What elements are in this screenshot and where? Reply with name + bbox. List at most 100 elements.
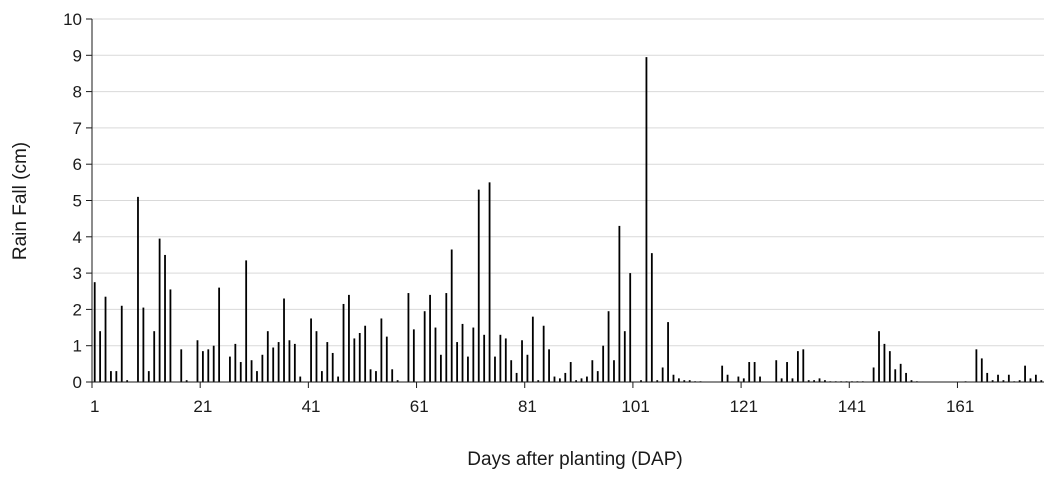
bar	[553, 376, 556, 382]
bar	[353, 338, 356, 382]
bar	[640, 380, 642, 382]
bars	[93, 57, 1043, 383]
bar	[169, 289, 172, 382]
bar	[802, 349, 805, 382]
bar	[1040, 380, 1043, 382]
bar	[472, 327, 475, 382]
bar	[456, 342, 459, 382]
bar	[364, 325, 367, 382]
bar	[320, 371, 323, 382]
bar	[775, 360, 778, 382]
bar	[299, 376, 302, 382]
bar	[558, 378, 561, 382]
bar	[180, 349, 183, 382]
bar	[1007, 374, 1010, 382]
bar	[1034, 374, 1037, 382]
bar	[212, 345, 215, 382]
bar	[445, 293, 448, 382]
bar	[569, 362, 572, 382]
bar	[348, 294, 350, 382]
bar	[142, 307, 145, 382]
bar	[818, 378, 821, 382]
bar	[137, 196, 139, 382]
bar	[120, 305, 123, 382]
bar	[515, 372, 518, 382]
bar	[872, 367, 875, 382]
bar	[575, 380, 578, 382]
bar	[369, 369, 372, 382]
bar	[407, 293, 410, 382]
bar	[477, 189, 480, 382]
bar	[672, 374, 675, 382]
bar	[461, 323, 464, 382]
bar	[110, 371, 112, 382]
bar	[434, 327, 437, 382]
bar	[229, 356, 231, 382]
bar	[526, 354, 529, 382]
bar	[326, 342, 329, 382]
y-tick-label: 6	[73, 155, 82, 174]
y-tick-label: 3	[73, 264, 82, 283]
bar	[726, 374, 729, 382]
bar	[910, 380, 913, 382]
y-tick-label: 5	[73, 192, 82, 211]
bar	[905, 372, 907, 382]
bar	[602, 345, 605, 382]
bar	[104, 296, 107, 382]
bar	[358, 332, 361, 382]
bar	[261, 354, 264, 382]
bar	[894, 369, 897, 382]
bar	[494, 356, 496, 382]
bar	[759, 376, 761, 382]
bar	[115, 371, 118, 382]
bar	[564, 372, 567, 382]
bar	[266, 331, 269, 382]
bar	[272, 347, 275, 382]
bar	[331, 352, 334, 382]
bar	[380, 318, 383, 382]
bar	[293, 343, 296, 382]
bar	[607, 311, 610, 382]
x-tick-label: 121	[730, 397, 758, 416]
bar	[250, 360, 253, 382]
bar	[375, 371, 377, 382]
bar	[185, 380, 188, 382]
bar	[201, 351, 204, 382]
bar	[342, 303, 345, 382]
y-tick-label: 1	[73, 337, 82, 356]
bar	[164, 254, 166, 382]
bar	[548, 349, 550, 382]
bar	[1002, 380, 1005, 382]
bar	[824, 380, 826, 382]
bar	[591, 360, 594, 382]
bar	[504, 338, 507, 382]
bar	[667, 322, 669, 382]
bar	[99, 331, 102, 382]
bar	[531, 316, 534, 382]
bar	[650, 253, 653, 382]
bar	[991, 380, 994, 382]
x-tick-label: 161	[946, 397, 974, 416]
bar	[975, 349, 978, 382]
bar	[813, 380, 816, 382]
bar	[586, 376, 588, 382]
bar	[780, 378, 783, 382]
bar	[742, 378, 745, 382]
gridlines	[92, 18, 1044, 347]
y-tick-label: 2	[73, 300, 82, 319]
bar	[537, 380, 540, 382]
y-tick-label: 10	[63, 10, 82, 29]
y-tick-label: 4	[73, 228, 82, 247]
bar	[385, 336, 388, 382]
bar	[467, 356, 469, 382]
x-tick-label: 141	[838, 397, 866, 416]
bar	[1029, 378, 1032, 382]
bar	[888, 351, 891, 382]
bar	[283, 298, 285, 382]
bar	[807, 380, 810, 382]
bar	[656, 380, 659, 382]
bar	[234, 343, 237, 382]
bar	[677, 378, 680, 382]
bar	[796, 351, 799, 382]
